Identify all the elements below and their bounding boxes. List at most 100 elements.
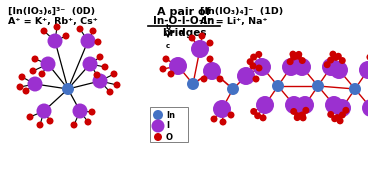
Circle shape bbox=[71, 122, 78, 129]
Text: bridges: bridges bbox=[162, 28, 206, 38]
Circle shape bbox=[333, 99, 351, 117]
Circle shape bbox=[287, 58, 294, 65]
Text: [In(IO₃)₄]⁻  (1D): [In(IO₃)₄]⁻ (1D) bbox=[200, 7, 283, 16]
Circle shape bbox=[40, 57, 56, 71]
Circle shape bbox=[337, 117, 344, 124]
Circle shape bbox=[17, 84, 24, 91]
Circle shape bbox=[295, 53, 302, 60]
Circle shape bbox=[167, 70, 174, 77]
Circle shape bbox=[330, 61, 348, 79]
Circle shape bbox=[213, 100, 231, 118]
Circle shape bbox=[40, 28, 47, 35]
Circle shape bbox=[169, 57, 187, 75]
Circle shape bbox=[339, 57, 346, 64]
Circle shape bbox=[296, 96, 314, 114]
Circle shape bbox=[323, 61, 330, 68]
Circle shape bbox=[250, 108, 257, 115]
Text: A⁺ = Li⁺, Na⁺: A⁺ = Li⁺, Na⁺ bbox=[200, 17, 268, 26]
Circle shape bbox=[92, 74, 107, 88]
Circle shape bbox=[96, 53, 103, 60]
Circle shape bbox=[88, 108, 96, 115]
Circle shape bbox=[290, 53, 297, 60]
Circle shape bbox=[285, 96, 303, 114]
Circle shape bbox=[250, 53, 257, 60]
Circle shape bbox=[113, 81, 120, 88]
Text: c: c bbox=[166, 43, 170, 49]
Circle shape bbox=[106, 88, 113, 95]
Text: b: b bbox=[166, 24, 170, 30]
Circle shape bbox=[32, 56, 39, 63]
Circle shape bbox=[349, 83, 361, 95]
Circle shape bbox=[46, 118, 53, 125]
Circle shape bbox=[339, 112, 346, 119]
Circle shape bbox=[18, 74, 25, 81]
Circle shape bbox=[187, 78, 199, 90]
Circle shape bbox=[247, 58, 254, 65]
Circle shape bbox=[28, 77, 42, 91]
Circle shape bbox=[219, 119, 226, 125]
Text: [In(IO₃)₆]³⁻  (0D): [In(IO₃)₆]³⁻ (0D) bbox=[8, 7, 95, 16]
Circle shape bbox=[362, 99, 368, 117]
Circle shape bbox=[191, 40, 209, 58]
Circle shape bbox=[332, 54, 339, 61]
Text: O: O bbox=[166, 132, 173, 142]
Circle shape bbox=[163, 56, 170, 63]
Circle shape bbox=[36, 122, 43, 129]
Circle shape bbox=[227, 83, 239, 95]
Text: A⁺ = K⁺, Rb⁺, Cs⁺: A⁺ = K⁺, Rb⁺, Cs⁺ bbox=[8, 17, 98, 26]
Circle shape bbox=[77, 26, 84, 33]
Circle shape bbox=[253, 58, 271, 76]
Circle shape bbox=[153, 110, 163, 120]
Circle shape bbox=[302, 107, 309, 114]
Circle shape bbox=[85, 119, 92, 125]
Circle shape bbox=[29, 67, 36, 74]
Circle shape bbox=[359, 61, 368, 79]
Circle shape bbox=[299, 112, 306, 119]
Circle shape bbox=[22, 88, 29, 94]
Circle shape bbox=[210, 115, 217, 122]
Circle shape bbox=[154, 133, 162, 141]
Circle shape bbox=[255, 51, 262, 58]
Circle shape bbox=[89, 28, 96, 35]
Circle shape bbox=[53, 23, 60, 30]
Text: In-O-I-O-In: In-O-I-O-In bbox=[153, 16, 215, 26]
Text: A pair of: A pair of bbox=[157, 7, 211, 17]
Circle shape bbox=[294, 114, 301, 121]
Circle shape bbox=[81, 33, 96, 49]
Circle shape bbox=[254, 112, 261, 119]
Circle shape bbox=[26, 114, 33, 121]
Circle shape bbox=[300, 114, 307, 121]
Circle shape bbox=[252, 75, 259, 83]
Circle shape bbox=[188, 35, 195, 42]
Circle shape bbox=[152, 119, 164, 132]
Circle shape bbox=[272, 80, 284, 92]
Circle shape bbox=[216, 75, 223, 83]
FancyBboxPatch shape bbox=[150, 107, 188, 142]
Circle shape bbox=[250, 63, 256, 70]
Circle shape bbox=[159, 66, 166, 73]
Circle shape bbox=[72, 104, 88, 119]
Circle shape bbox=[329, 51, 336, 58]
Circle shape bbox=[342, 107, 349, 114]
Circle shape bbox=[206, 40, 213, 46]
Text: a: a bbox=[179, 29, 184, 35]
Circle shape bbox=[325, 96, 343, 114]
Circle shape bbox=[327, 111, 334, 118]
Circle shape bbox=[62, 83, 74, 95]
Circle shape bbox=[290, 108, 297, 115]
Circle shape bbox=[299, 57, 306, 64]
Circle shape bbox=[201, 75, 208, 83]
Text: I: I bbox=[166, 122, 169, 130]
Circle shape bbox=[294, 112, 301, 119]
Circle shape bbox=[63, 33, 70, 40]
Circle shape bbox=[82, 57, 98, 71]
Circle shape bbox=[322, 58, 340, 76]
Circle shape bbox=[259, 114, 266, 121]
Circle shape bbox=[290, 51, 297, 58]
Circle shape bbox=[331, 115, 338, 122]
Circle shape bbox=[367, 54, 368, 61]
Circle shape bbox=[95, 39, 102, 46]
Circle shape bbox=[36, 104, 52, 119]
Circle shape bbox=[335, 53, 342, 60]
Circle shape bbox=[256, 96, 274, 114]
